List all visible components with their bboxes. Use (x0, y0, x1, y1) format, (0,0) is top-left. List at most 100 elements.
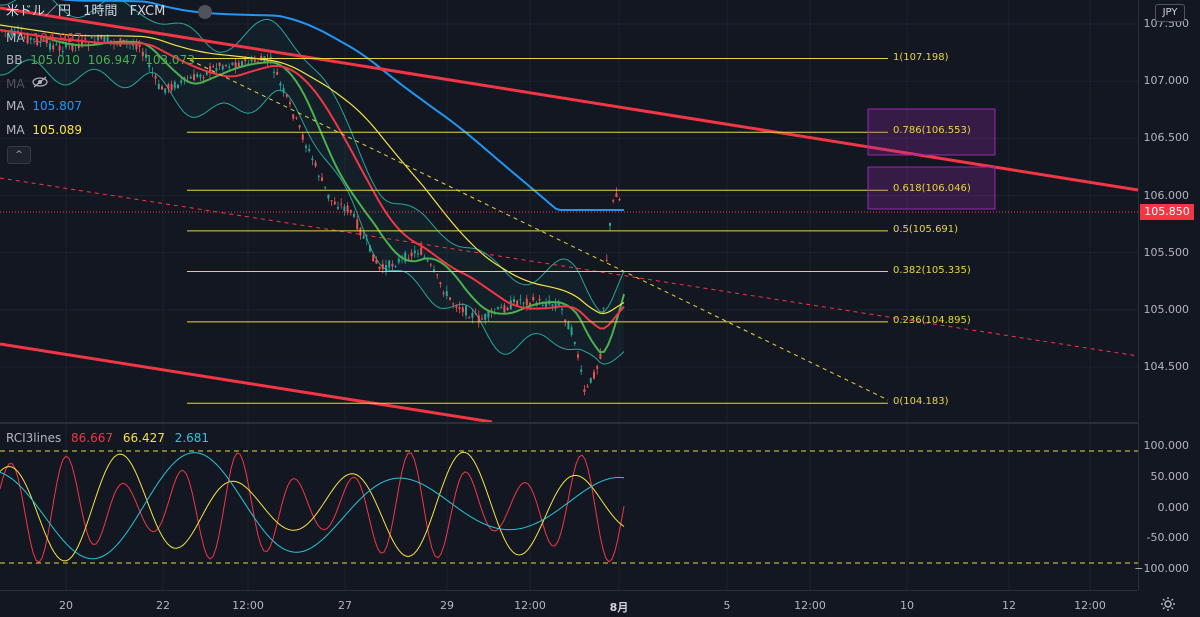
candle-body (305, 145, 307, 148)
candle-body (164, 88, 167, 93)
fib-level-label: 0.236(104.895) (893, 314, 971, 326)
candle-body (452, 303, 455, 305)
price-tick-label: 106.500 (1143, 131, 1190, 145)
time-tick-label: 20 (59, 599, 73, 612)
fib-level-label: 1(107.198) (893, 51, 949, 63)
rci-legend[interactable]: RCI3lines 86.667 66.427 2.681 (6, 431, 215, 445)
candle-body (477, 315, 480, 323)
indicator-value: 103.073 (145, 53, 195, 67)
time-tick-label: 12:00 (1074, 599, 1106, 612)
candle-body (84, 38, 87, 40)
candle-body (161, 86, 163, 90)
candle-body (205, 70, 208, 75)
candle-body (397, 258, 400, 263)
candle-body (173, 81, 176, 89)
candle-body (609, 222, 611, 226)
candle-body (612, 200, 615, 202)
rci-value-mid: 66.427 (122, 431, 165, 445)
candle-body (557, 302, 560, 307)
legend-bb[interactable]: BB 105.010 106.947 103.073 (6, 52, 199, 68)
legend-ma-hidden[interactable]: MA (6, 76, 52, 92)
price-tick-label: 104.500 (1143, 360, 1190, 373)
candle-body (378, 266, 381, 269)
symbol-title[interactable]: 米ドル／円 1時間 FXCM (6, 4, 173, 20)
candle-body (365, 238, 368, 240)
indicator-name: MA (6, 31, 25, 45)
indicator-name: BB (6, 53, 23, 67)
candle-body (189, 76, 192, 79)
candle-body (314, 162, 317, 167)
candle-body (522, 302, 525, 304)
candle-body (445, 291, 448, 296)
candle-body (500, 307, 503, 309)
eye-off-icon[interactable] (32, 76, 48, 91)
candle-body (333, 201, 336, 205)
candle-body (26, 34, 29, 44)
gear-icon[interactable] (1160, 596, 1176, 612)
candle-body (29, 37, 32, 40)
legend-ma-3[interactable]: MA 105.089 (6, 122, 86, 138)
candle-body (81, 39, 83, 47)
candle-body (346, 205, 349, 212)
candle-body (151, 72, 154, 74)
rci-tick-label: 0.000 (1157, 500, 1190, 514)
time-axis[interactable]: 20 22 12:00 27 29 12:00 8月 5 12:00 10 12 12:00 (0, 590, 1138, 617)
candle-body (455, 306, 458, 308)
candle-body (391, 263, 394, 267)
legend-ma-1[interactable]: MA 104.997 (6, 30, 86, 46)
current-price-label: 105.850 (1140, 204, 1194, 220)
candle-body (196, 74, 199, 77)
candle-body (388, 260, 391, 268)
candle-body (148, 64, 151, 68)
bollinger-bands (0, 0, 625, 365)
indicator-value: 105.807 (32, 99, 83, 113)
pane-separator[interactable] (0, 422, 1138, 424)
candle-body (209, 66, 211, 73)
candle-body (170, 84, 173, 91)
candle-body (193, 74, 195, 81)
candle-body (439, 282, 442, 285)
candle-body (154, 75, 157, 79)
candle-body (356, 219, 359, 230)
candle-body (330, 200, 333, 202)
candle-body (199, 74, 202, 78)
candle-body (573, 342, 576, 345)
candle-body (231, 62, 234, 65)
candle-body (33, 38, 35, 40)
candle-body (212, 66, 215, 68)
candle-body (253, 58, 256, 62)
candle-body (471, 312, 474, 318)
collapse-legend-button[interactable]: ^ (7, 146, 31, 164)
legend-ma-2[interactable]: MA 105.807 (6, 98, 86, 114)
candle-body (340, 203, 343, 205)
price-axis[interactable]: 107.500 107.000 106.500 106.000 105.500 105.0… (1134, 0, 1200, 590)
time-tick-label: 12:00 (794, 599, 826, 612)
candle-body (465, 305, 467, 316)
candle-body (292, 114, 295, 119)
candle-body (39, 41, 42, 44)
candle-body (506, 307, 509, 310)
candle-body (481, 318, 483, 320)
candle-body (561, 308, 563, 310)
candle-body (618, 199, 621, 201)
candle-body (577, 354, 579, 358)
candle-body (17, 30, 19, 33)
source-label: FXCM (129, 4, 166, 19)
candle-body (13, 31, 16, 37)
status-circle-icon[interactable] (198, 5, 212, 19)
ma-yellow (0, 24, 625, 315)
rci-tick-label: 100.000 (1143, 439, 1190, 452)
candle-body (52, 45, 55, 50)
ma-red (0, 29, 625, 330)
candle-body (289, 102, 291, 105)
candle-body (36, 38, 39, 46)
candle-body (215, 67, 218, 72)
candle-body (513, 299, 515, 303)
currency-label[interactable]: JPY (1155, 4, 1185, 22)
candle-body (23, 36, 26, 38)
candle-body (349, 210, 352, 213)
indicator-value: 105.089 (32, 123, 83, 137)
fib-level-label: 0.382(105.335) (893, 264, 971, 276)
candle-body (266, 59, 269, 62)
